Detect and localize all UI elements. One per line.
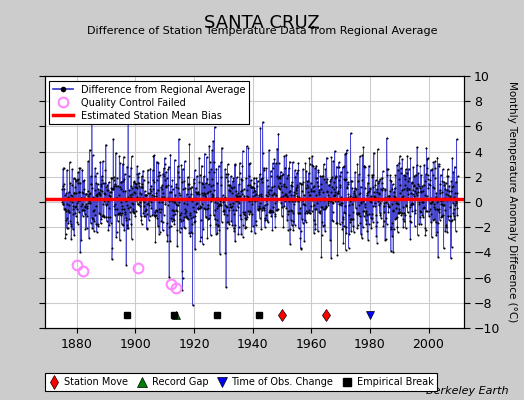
Text: Difference of Station Temperature Data from Regional Average: Difference of Station Temperature Data f… — [87, 26, 437, 36]
Text: SANTA CRUZ: SANTA CRUZ — [204, 14, 320, 32]
Legend: Station Move, Record Gap, Time of Obs. Change, Empirical Break: Station Move, Record Gap, Time of Obs. C… — [45, 373, 438, 391]
Y-axis label: Monthly Temperature Anomaly Difference (°C): Monthly Temperature Anomaly Difference (… — [507, 81, 518, 323]
Legend: Difference from Regional Average, Quality Control Failed, Estimated Station Mean: Difference from Regional Average, Qualit… — [49, 81, 249, 124]
Text: Berkeley Earth: Berkeley Earth — [426, 386, 508, 396]
